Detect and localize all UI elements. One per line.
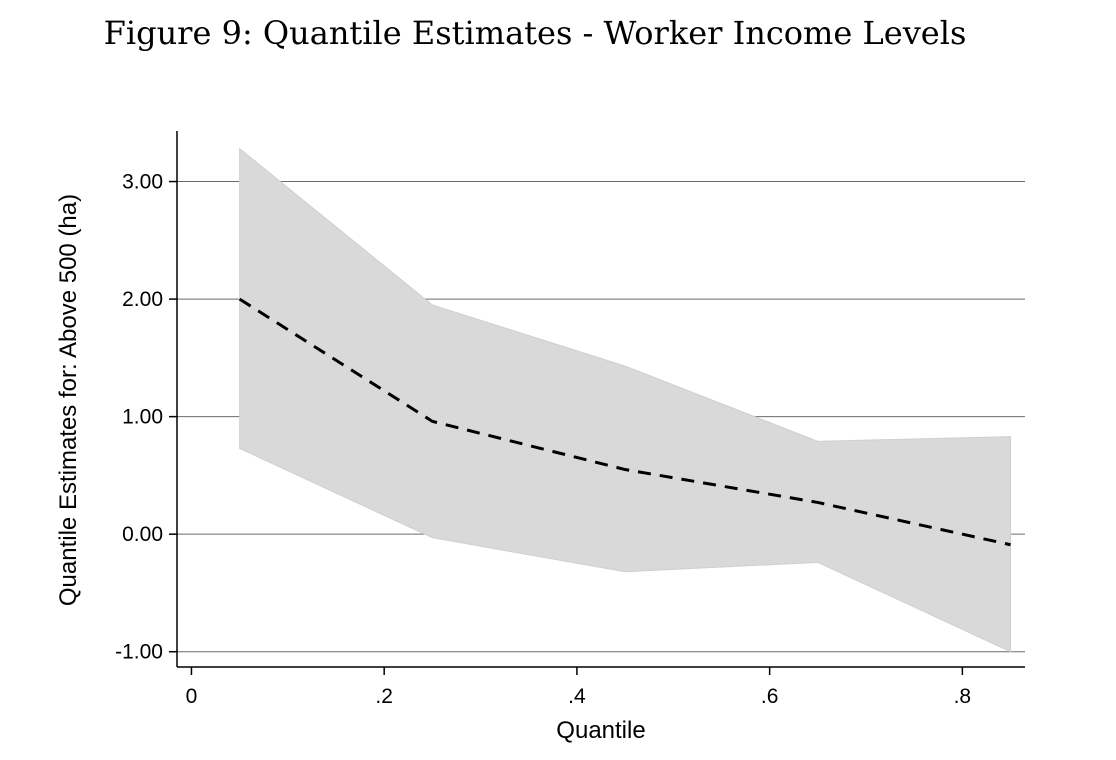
x-axis-label: Quantile: [556, 717, 645, 744]
confidence-band: [239, 147, 1012, 653]
y-tick-label: -1.00: [115, 641, 163, 664]
x-tick-label: .2: [375, 685, 393, 708]
axes: -1.00 0.00 1.00 2.00 3.00 0 .2 .4 .6 .8: [115, 131, 1025, 708]
y-tick-label: 3.00: [122, 171, 163, 194]
estimate-line: [238, 297, 1011, 547]
x-tick-label: .6: [761, 685, 779, 708]
y-tick-label: 0.00: [122, 523, 163, 546]
confidence-band-area: [239, 147, 1012, 653]
estimate-series: [238, 297, 1011, 547]
x-tick-label: 0: [186, 685, 198, 708]
y-tick-label: 2.00: [122, 288, 163, 311]
y-tick-label: 1.00: [122, 406, 163, 429]
x-tick-label: .8: [954, 685, 972, 708]
x-tick-label: .4: [568, 685, 586, 708]
figure-title: Figure 9: Quantile Estimates - Worker In…: [103, 14, 967, 52]
y-axis-label: Quantile Estimates for: Above 500 (ha): [55, 194, 82, 606]
axis-labels: Quantile Quantile Estimates for: Above 5…: [55, 194, 646, 744]
